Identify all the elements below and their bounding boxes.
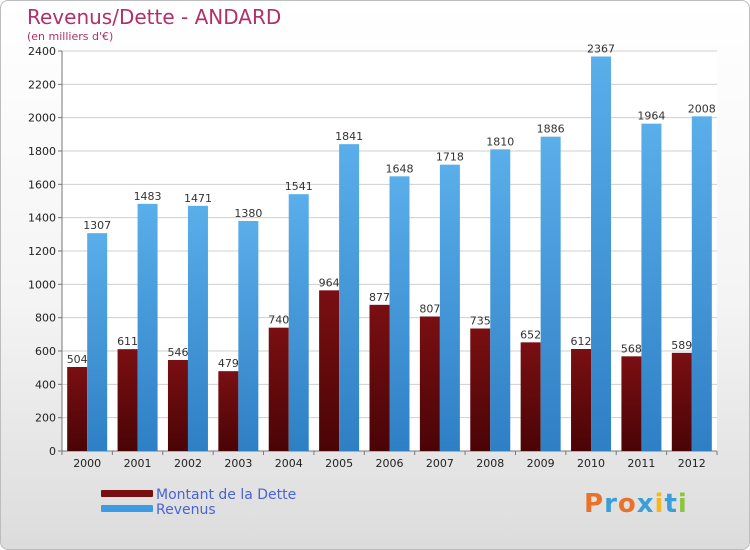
bar-revenus [490, 149, 511, 452]
y-tick-label: 1400 [28, 212, 56, 225]
data-label-revenus: 1541 [285, 180, 313, 193]
bar-dette [571, 349, 592, 451]
x-tick-label: 2006 [376, 457, 404, 470]
data-label-dette: 504 [67, 353, 88, 366]
y-tick-label: 800 [35, 312, 56, 325]
data-label-dette: 546 [167, 346, 188, 359]
bar-revenus [540, 136, 561, 451]
proxiti-logo: Proxiti [584, 489, 688, 519]
bar-revenus [641, 123, 662, 452]
data-label-revenus: 1810 [486, 135, 514, 148]
data-label-revenus: 1648 [386, 162, 414, 175]
x-tick-label: 2003 [224, 457, 252, 470]
data-label-dette: 568 [621, 342, 642, 355]
bar-dette [67, 367, 88, 451]
data-label-dette: 479 [218, 357, 239, 370]
data-label-revenus: 1471 [184, 192, 212, 205]
data-label-revenus: 2367 [587, 43, 615, 56]
data-label-dette: 964 [319, 276, 340, 289]
logo-letter: t [664, 489, 678, 519]
data-label-revenus: 1886 [537, 123, 565, 136]
bar-revenus [691, 116, 712, 451]
bar-dette [419, 316, 440, 451]
x-tick-label: 2009 [527, 457, 555, 470]
y-tick-label: 2200 [28, 78, 56, 91]
data-label-dette: 652 [520, 328, 541, 341]
y-tick-label: 2000 [28, 112, 56, 125]
x-tick-label: 2007 [426, 457, 454, 470]
bar-dette [520, 342, 541, 451]
data-label-revenus: 2008 [688, 102, 716, 115]
x-tick-label: 2008 [476, 457, 504, 470]
x-tick-label: 2012 [678, 457, 706, 470]
bar-dette [218, 371, 239, 451]
bar-revenus [439, 164, 460, 451]
x-tick-label: 2004 [275, 457, 303, 470]
bar-dette [470, 328, 491, 451]
bar-revenus [339, 144, 360, 451]
data-label-revenus: 1307 [83, 219, 111, 232]
chart-title: Revenus/Dette - ANDARD [27, 5, 282, 29]
legend-swatch-dette [101, 490, 153, 497]
y-tick-label: 2400 [28, 45, 56, 58]
chart-subtitle: (en milliers d'€) [27, 30, 114, 43]
y-tick-label: 1000 [28, 278, 56, 291]
data-label-dette: 589 [671, 339, 692, 352]
bar-dette [268, 327, 289, 451]
legend-label-revenus: Revenus [156, 502, 216, 518]
bar-dette [117, 349, 138, 451]
x-tick-label: 2001 [124, 457, 152, 470]
data-label-revenus: 1718 [436, 151, 464, 164]
bar-dette [621, 356, 642, 451]
bar-revenus [137, 203, 158, 451]
x-tick-label: 2005 [325, 457, 353, 470]
bar-revenus [389, 176, 410, 452]
bar-dette [369, 304, 390, 451]
legend-swatch-revenus [101, 505, 153, 512]
data-label-dette: 740 [268, 314, 289, 327]
logo-letter: i [677, 489, 688, 519]
x-tick-label: 2010 [577, 457, 605, 470]
data-label-revenus: 1841 [335, 130, 363, 143]
data-label-revenus: 1380 [234, 207, 262, 220]
bar-revenus [288, 194, 309, 451]
data-label-revenus: 1964 [637, 110, 665, 123]
data-label-dette: 612 [571, 335, 592, 348]
x-tick-label: 2000 [73, 457, 101, 470]
logo-letter: P [584, 489, 605, 519]
y-tick-label: 600 [35, 345, 56, 358]
legend-label-dette: Montant de la Dette [156, 487, 297, 503]
logo-letter: r [604, 489, 618, 519]
y-tick-label: 0 [49, 445, 56, 458]
data-label-dette: 611 [117, 335, 138, 348]
y-tick-label: 200 [35, 412, 56, 425]
x-tick-label: 2011 [627, 457, 655, 470]
bar-dette [671, 352, 692, 451]
data-label-revenus: 1483 [134, 190, 162, 203]
data-label-dette: 877 [369, 291, 390, 304]
x-tick-label: 2002 [174, 457, 202, 470]
logo-letter: i [654, 489, 665, 519]
data-label-dette: 735 [470, 315, 491, 328]
y-tick-label: 1200 [28, 245, 56, 258]
bar-revenus [187, 205, 208, 451]
bar-dette [319, 290, 340, 451]
bar-revenus [238, 221, 259, 451]
y-tick-label: 400 [35, 378, 56, 391]
y-tick-label: 1800 [28, 145, 56, 158]
data-label-dette: 807 [419, 303, 440, 316]
bar-revenus [87, 233, 108, 451]
logo-letter: o [617, 489, 637, 519]
bar-revenus [591, 56, 612, 451]
y-tick-label: 1600 [28, 178, 56, 191]
logo-letter: x [636, 489, 655, 519]
bar-dette [167, 360, 188, 451]
